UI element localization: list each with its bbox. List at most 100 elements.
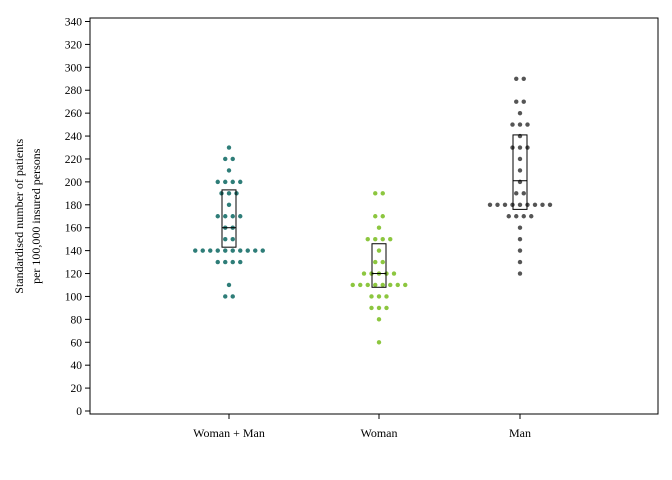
data-point <box>373 236 378 242</box>
y-tick-label: 240 <box>65 131 83 143</box>
data-point <box>380 191 385 196</box>
data-point <box>230 248 235 253</box>
data-point <box>373 282 378 288</box>
y-tick-label: 180 <box>65 200 83 212</box>
y-tick-label: 320 <box>65 39 83 51</box>
data-point <box>525 122 530 127</box>
data-point <box>230 294 235 299</box>
y-tick-label: 340 <box>65 17 83 29</box>
data-point <box>223 156 228 162</box>
x-tick-label: Woman + Man <box>193 426 265 440</box>
y-tick-label: 60 <box>71 337 83 349</box>
data-point <box>529 214 534 219</box>
data-point <box>230 259 235 265</box>
data-point <box>514 191 519 196</box>
y-tick-label: 80 <box>71 314 83 326</box>
data-point <box>373 191 378 196</box>
data-point <box>521 76 526 81</box>
y-tick-label: 280 <box>65 85 83 97</box>
data-point <box>226 145 232 150</box>
data-point <box>376 294 382 299</box>
data-point <box>514 99 519 104</box>
data-point <box>253 248 258 253</box>
y-tick-label: 120 <box>65 269 83 281</box>
data-point <box>376 340 382 345</box>
data-point <box>361 271 367 276</box>
data-point <box>521 214 526 219</box>
data-point <box>517 202 523 207</box>
data-point <box>517 236 523 242</box>
data-point <box>373 259 378 265</box>
y-tick-label: 100 <box>65 291 83 303</box>
data-point <box>521 99 526 104</box>
data-point <box>502 202 508 207</box>
data-point <box>517 110 523 116</box>
data-point <box>223 179 228 185</box>
data-point <box>517 271 523 276</box>
data-point <box>238 214 243 219</box>
data-point <box>384 294 389 299</box>
data-point <box>517 225 523 230</box>
data-point <box>403 282 408 288</box>
data-point <box>230 156 235 162</box>
data-point <box>380 282 385 288</box>
chart-marks: 0 20 40 60 80 100 120 140 160 180 200 220 240 260 280 3… <box>65 17 659 440</box>
plot-frame <box>89 17 659 415</box>
y-tick-label: 220 <box>65 154 83 166</box>
data-point <box>238 259 243 265</box>
y-tick-label: 140 <box>65 246 83 258</box>
data-point <box>391 271 397 276</box>
data-point <box>517 122 523 127</box>
data-point <box>547 202 553 207</box>
data-point <box>514 76 519 81</box>
data-point <box>193 248 198 253</box>
data-point <box>521 191 526 196</box>
y-tick-label: 0 <box>76 406 82 418</box>
data-point <box>230 236 235 242</box>
quartile-box <box>512 134 528 210</box>
data-point <box>517 168 523 173</box>
data-point <box>208 248 213 253</box>
data-point <box>223 294 228 299</box>
data-point <box>495 202 500 207</box>
data-point <box>388 236 393 242</box>
data-point <box>215 179 220 185</box>
data-point <box>223 214 228 219</box>
data-point <box>226 202 232 207</box>
data-point <box>510 122 515 127</box>
y-axis-label: Standardised number of patients per 100,… <box>12 138 43 293</box>
data-point <box>532 202 538 207</box>
data-point <box>376 317 382 322</box>
data-point <box>369 305 374 311</box>
data-point <box>365 236 370 242</box>
data-point <box>230 214 235 219</box>
data-point <box>369 294 374 299</box>
data-point <box>517 156 523 162</box>
data-point <box>540 202 545 207</box>
data-point <box>517 145 523 150</box>
y-tick-label: 300 <box>65 62 83 74</box>
data-point <box>223 236 228 242</box>
y-tick-label: 20 <box>71 383 83 395</box>
data-point <box>380 214 385 219</box>
data-point <box>238 248 243 253</box>
data-point <box>223 259 228 265</box>
data-point <box>380 236 385 242</box>
data-point <box>380 259 385 265</box>
y-tick-label: 260 <box>65 108 83 120</box>
x-tick-label: Woman <box>360 426 397 440</box>
data-point <box>376 305 382 311</box>
data-point <box>260 248 265 253</box>
x-tick-label: Man <box>509 426 531 440</box>
data-point <box>215 248 220 253</box>
data-point <box>506 214 511 219</box>
data-point <box>373 214 378 219</box>
data-point <box>384 305 389 311</box>
data-point <box>226 191 232 196</box>
data-point <box>223 248 228 253</box>
data-point <box>376 225 382 230</box>
data-point <box>215 259 220 265</box>
y-tick-label: 200 <box>65 177 83 189</box>
